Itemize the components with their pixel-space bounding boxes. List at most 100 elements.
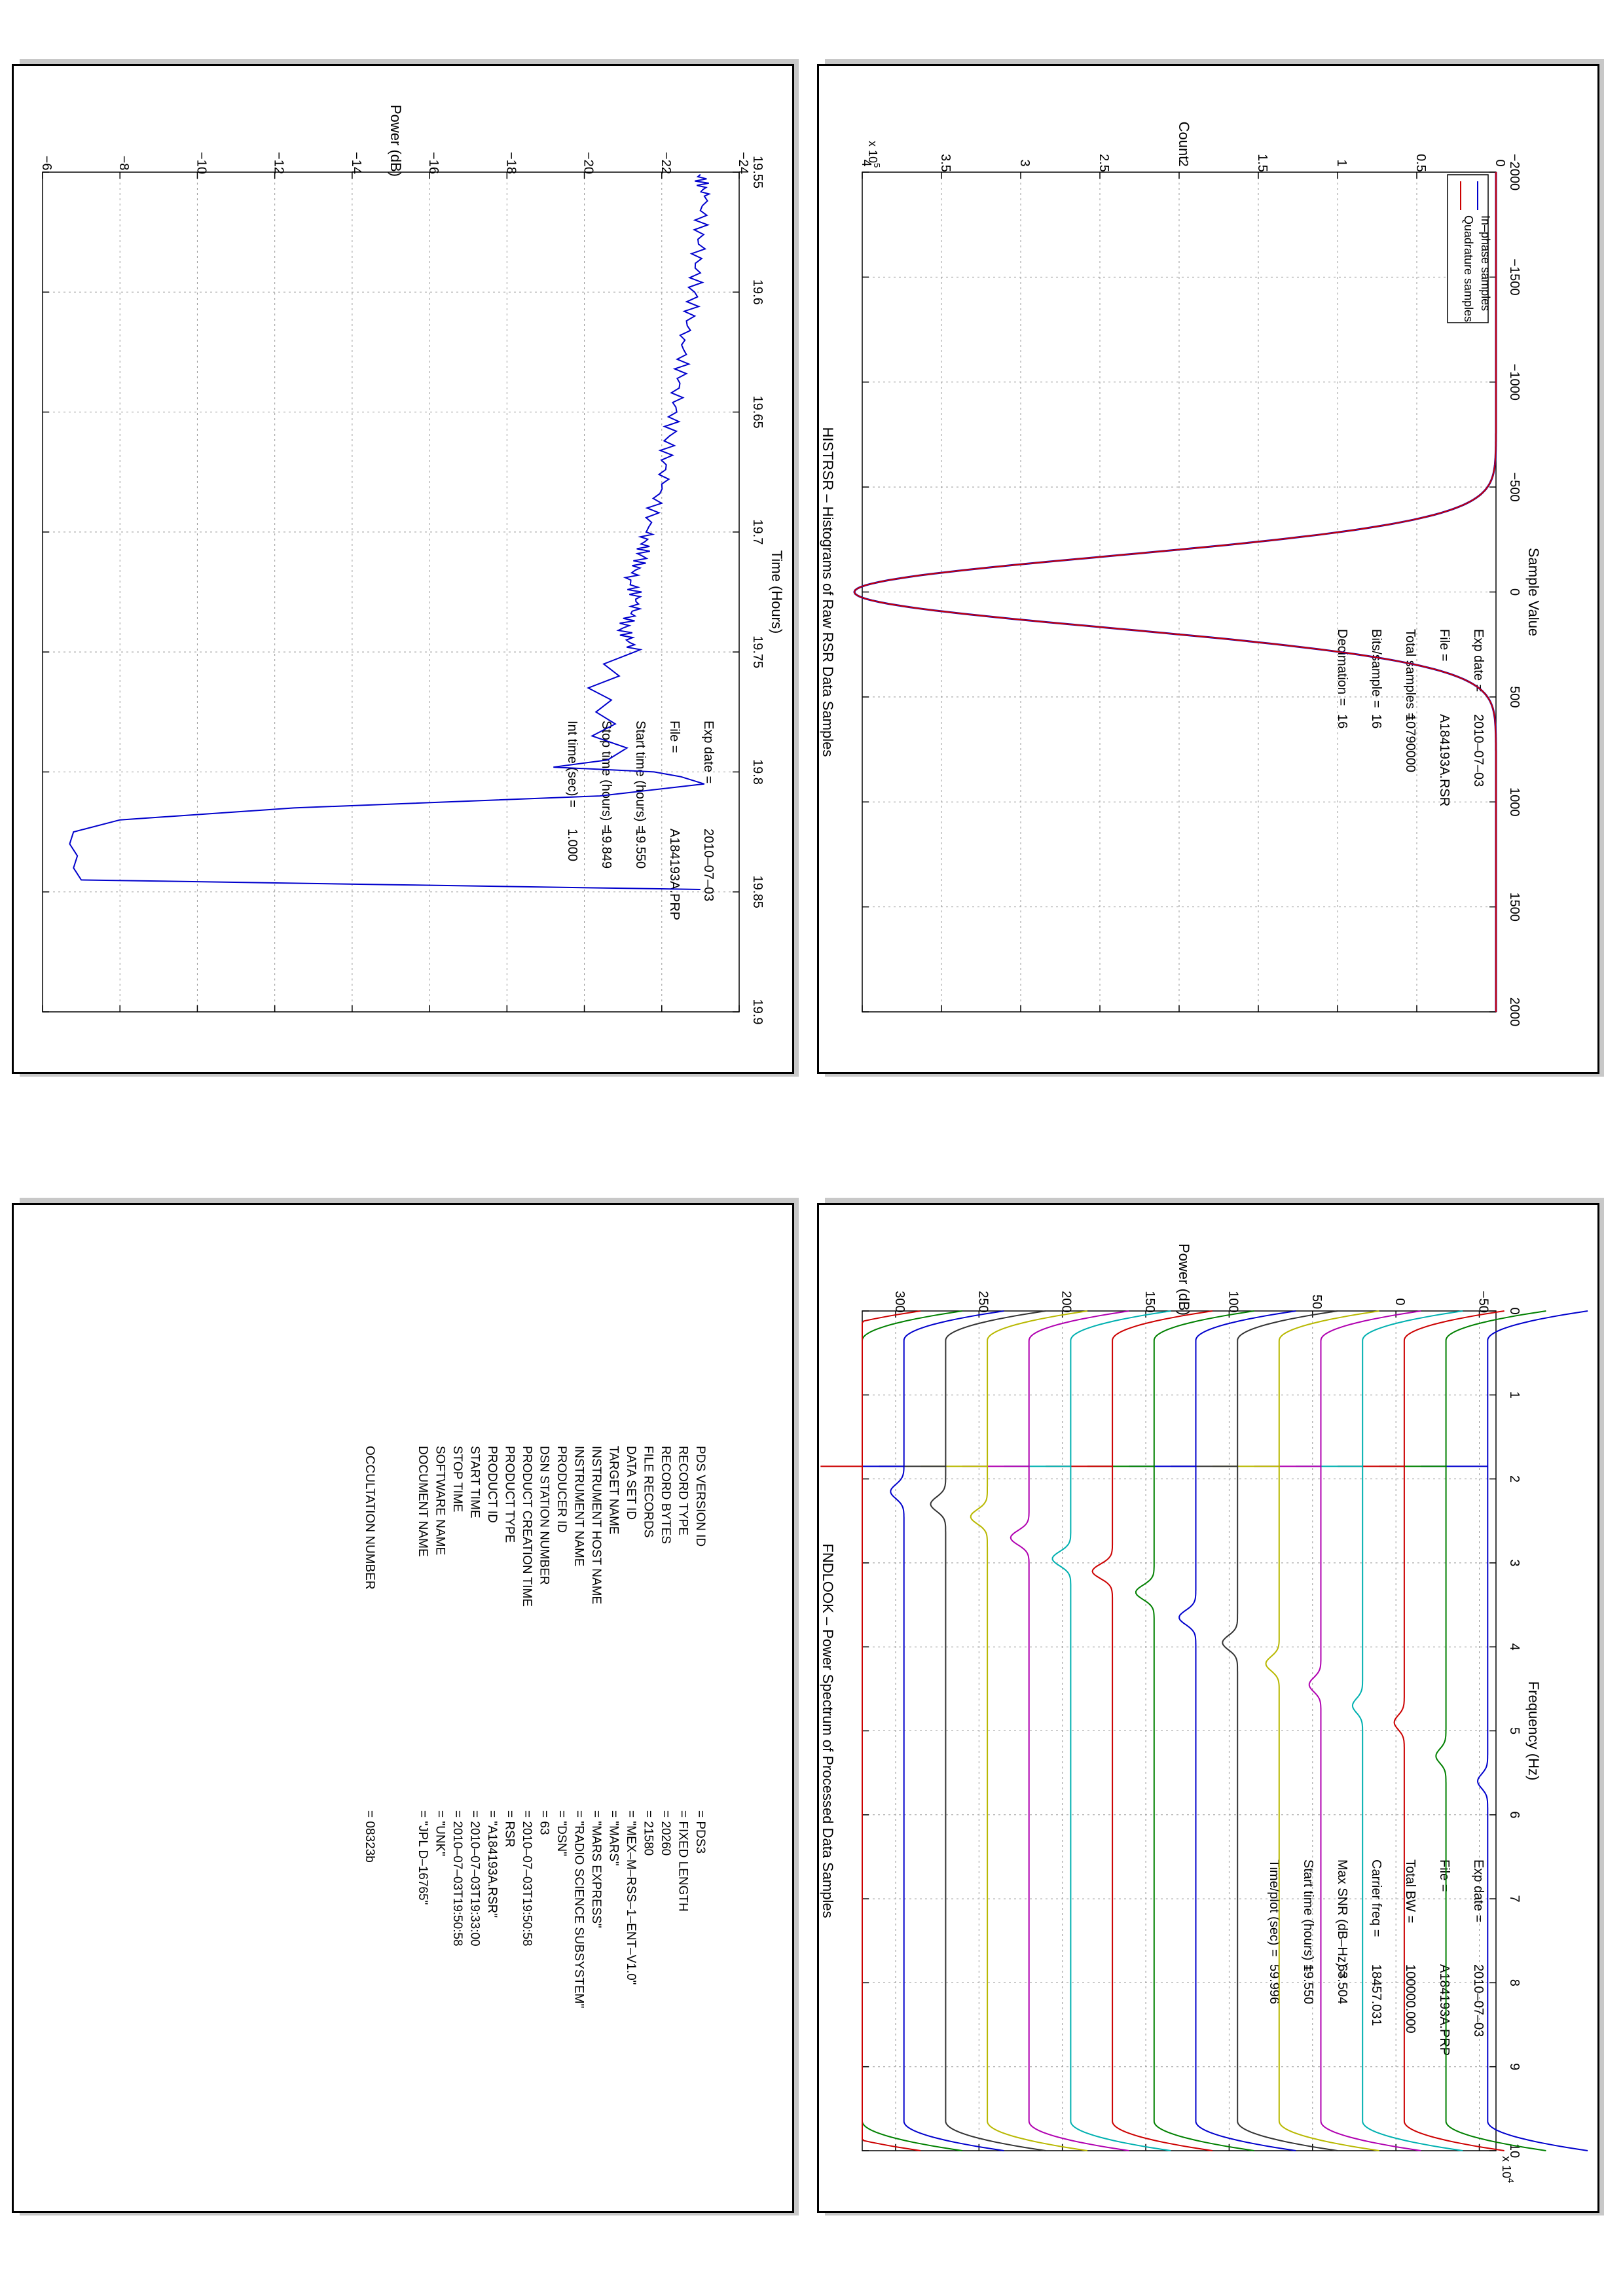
label-value: = "A184193A.RSR" (485, 1810, 499, 1918)
x-tick-label: 10 (1507, 2144, 1522, 2158)
y-tick-label: 1.5 (1255, 154, 1269, 172)
spectrum-line-7 (1222, 1310, 1338, 2151)
x-tick-label: −2000 (1507, 154, 1522, 190)
y-tick-label: 3 (1017, 159, 1032, 166)
y-tick-label: 250 (976, 1291, 990, 1312)
x-tick-label: −1500 (1507, 259, 1522, 295)
label-value: = "MARS" (607, 1810, 621, 1866)
info-value: 63.504 (1335, 1964, 1349, 2004)
spectrum-line-14 (930, 1310, 1046, 2151)
y-tick-label: −16 (426, 152, 441, 174)
label-key: RECORD BYTES (659, 1446, 672, 1544)
y-tick-label: 100 (1226, 1291, 1240, 1312)
label-key: OCCULTATION NUMBER (363, 1446, 376, 1590)
label-key: RECORD TYPE (676, 1446, 690, 1535)
info-label: Max SNR (dB–Hz) = (1335, 1859, 1349, 1979)
plot-frame (862, 171, 1497, 1013)
y-tick-label: 4 (859, 159, 873, 166)
info-label: File = (667, 721, 682, 753)
label-key: DATA SET ID (624, 1446, 638, 1520)
info-value: A184193A.PRP (667, 829, 682, 920)
chart-title: FNDPOWER – Power in Complex Data Samples (14, 437, 16, 748)
y-tick-label: 0 (1393, 1298, 1407, 1305)
y-tick-label: −24 (736, 152, 750, 174)
x-tick-label: 500 (1507, 686, 1522, 708)
label-value: = "RADIO SCIENCE SUBSYSTEM" (572, 1810, 586, 2008)
legend-box (1447, 174, 1489, 323)
label-key: TARGET NAME (607, 1446, 621, 1534)
info-value: 18457.031 (1369, 1964, 1383, 2026)
fndpower-chart: 19.5519.619.6519.719.7519.819.8519.9−24−… (14, 105, 785, 1024)
x-tick-label: 7 (1507, 1895, 1522, 1903)
histrsr-panel: −2000 −1500 −1000 −500 0 500 1000 1500 2000 0 0.5 1… (817, 64, 1599, 1074)
x-tick-label: 19.75 (750, 636, 765, 668)
label-value: = "UNK" (433, 1810, 447, 1856)
info-label: Bits/sample = (1369, 629, 1383, 708)
spectrum-line-17 (862, 1310, 921, 2151)
y-tick-label: 50 (1309, 1295, 1324, 1309)
x-tick-label: 19.7 (750, 519, 765, 545)
label-key: INSTRUMENT NAME (572, 1446, 586, 1566)
x-tick-label: 8 (1507, 1979, 1522, 1986)
plot-frame (42, 171, 740, 1013)
info-value: 19.849 (599, 829, 613, 869)
info-value: A184193A.PRP (1437, 1964, 1451, 2056)
x-axis-label: Frequency (Hz) (1525, 1681, 1542, 1781)
x-tick-label: 1 (1507, 1391, 1522, 1399)
x-tick-label: 19.6 (750, 279, 765, 305)
y-axis: −24 −22 −20 −18 −16 −14 −12 −10 −8 −6 (39, 152, 750, 1012)
x-tick-label: 19.65 (750, 396, 765, 429)
spectrum-line-4 (1351, 1310, 1463, 2151)
y-tick-label: 0.5 (1413, 154, 1428, 172)
label-value: = 20260 (659, 1810, 672, 1856)
y-tick-label: −50 (1476, 1291, 1491, 1313)
label-value: = "MARS EXPRESS" (589, 1810, 603, 1928)
y-tick-label: 3.5 (938, 154, 953, 172)
fndlook-chart: 0 1 2 3 4 5 6 7 8 9 10 −50 0 50 100 150 200 250 300 FNDLOOK… (820, 1244, 1588, 2183)
y-tick-label: 300 (892, 1291, 907, 1312)
info-block: Exp date = 2010–07–03 File = A184193A.PRP St… (565, 721, 716, 920)
x-tick-label: 1000 (1507, 787, 1522, 817)
spectrum-line-11 (1051, 1310, 1171, 2151)
chart-title: HISTRSR – Histograms of Raw RSR Data Sam… (820, 427, 836, 757)
x-axis-label: Sample Value (1525, 548, 1542, 636)
info-value: 16 (1369, 714, 1383, 728)
info-value: 19.550 (633, 829, 647, 869)
power-series-line (69, 173, 712, 890)
x-tick-label: 19.85 (750, 876, 765, 908)
label-value: = FIXED LENGTH (676, 1810, 690, 1912)
y-tick-label: −22 (659, 152, 673, 174)
legend-entry: In–phase samples (1479, 215, 1492, 311)
y-tick-label: −12 (272, 152, 286, 174)
x-tick-label: 0 (1507, 588, 1522, 596)
info-value: 19.550 (1301, 1964, 1315, 2004)
x-axis: 0 1 2 3 4 5 6 7 8 9 10 (862, 1307, 1522, 2158)
y-tick-label: 200 (1059, 1291, 1074, 1312)
spectrum-line-15 (890, 1310, 1004, 2151)
x-tick-label: 1500 (1507, 892, 1522, 922)
label-value: = 2010–07–03T19:50:58 (450, 1810, 464, 1946)
info-value: 59.996 (1267, 1964, 1281, 2004)
label-key: START TIME (468, 1446, 482, 1518)
x-tick-label: −1000 (1507, 364, 1522, 401)
spectrum-line-5 (1308, 1310, 1421, 2151)
y-tick-label: 0 (1493, 159, 1507, 166)
spectrum-line-1 (1476, 1310, 1588, 2151)
x-axis: −2000 −1500 −1000 −500 0 500 1000 1500 2000 (862, 154, 1522, 1026)
info-label: Carrier freq = (1369, 1859, 1383, 1937)
label-value: = "DSN" (555, 1810, 568, 1856)
label-value: = "MEX–M–RSS–1–ENT–V1.0" (624, 1810, 638, 1984)
y-tick-label: −8 (117, 156, 131, 171)
label-key: DOCUMENT NAME (416, 1446, 429, 1557)
info-value: 1.000 (565, 829, 579, 861)
pds-label-panel: PDS VERSION ID = PDS3 RECORD TYPE = FIXED L… (12, 1203, 794, 2213)
fndpower-panel: 19.55 19.6 19.65 19.7 19.75 19.8 19.85 19.9 −24−… (12, 64, 794, 1074)
x-tick-label: 3 (1507, 1559, 1522, 1566)
pds-label-table: PDS VERSION ID = PDS3 RECORD TYPE = FIXED L… (363, 1446, 707, 2008)
histrsr-chart: −2000 −1500 −1000 −500 0 500 1000 1500 2000 0 0.5 1… (820, 122, 1542, 1027)
info-value: 2010–07–03 (1471, 1964, 1486, 2037)
label-value: = 21580 (642, 1810, 655, 1856)
label-value: = 63 (538, 1810, 551, 1835)
label-key: SOFTWARE NAME (433, 1446, 447, 1555)
info-label: File = (1437, 1859, 1451, 1892)
